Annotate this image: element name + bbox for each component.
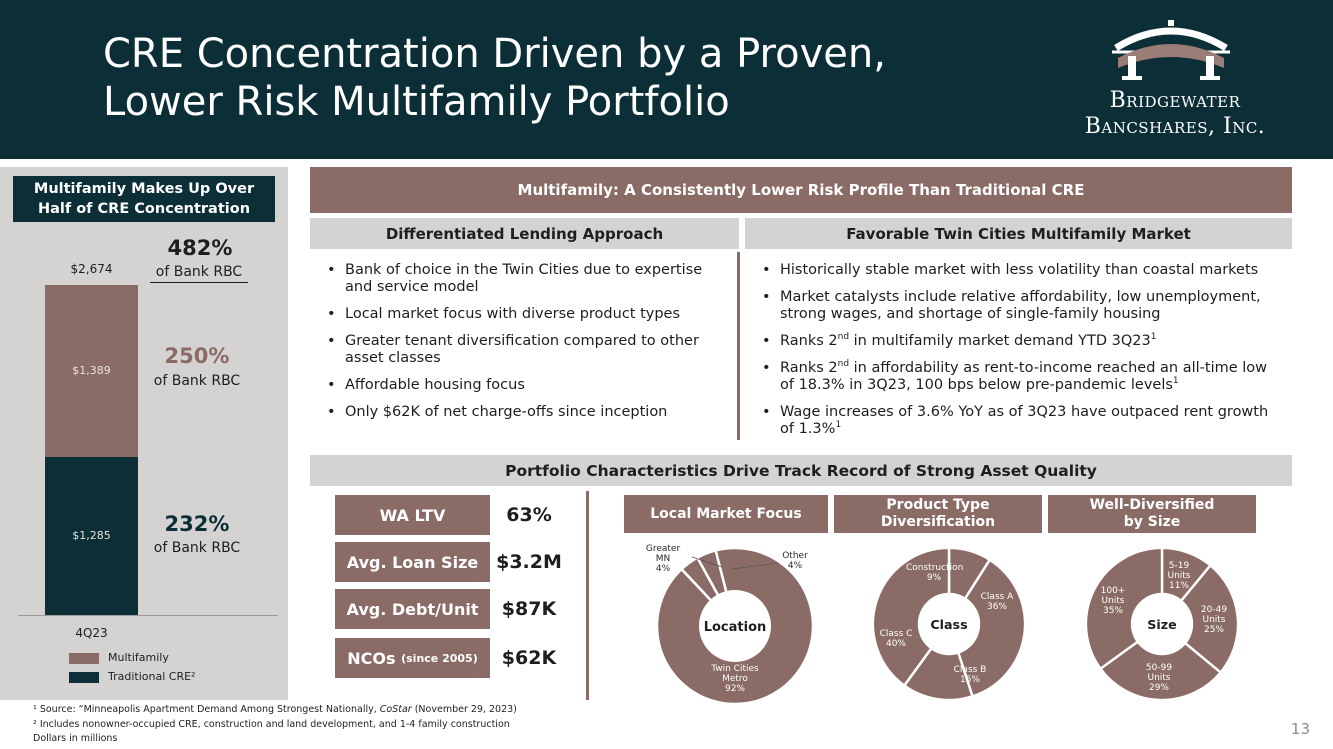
- multifamily-pct: 250%: [164, 344, 230, 368]
- legend-multifamily-label: Multifamily: [108, 651, 169, 664]
- left-title-line-2: Half of CRE Concentration: [37, 201, 251, 217]
- logo-line-1: Bridgewater: [1109, 88, 1241, 113]
- bar-category-label: 4Q23: [75, 626, 108, 640]
- slice-label-20-49: 20-49 Units 25%: [1200, 605, 1228, 635]
- multifamily-banner: Multifamily: A Consistently Lower Risk P…: [310, 167, 1292, 213]
- size-donut-chart: Size: [1084, 546, 1240, 702]
- market-bullet-4: Ranks 2nd in affordability as rent-to-in…: [762, 360, 1278, 394]
- title-line-2: Lower Risk Multifamily Portfolio: [103, 79, 730, 125]
- traditional-sub: of Bank RBC: [153, 540, 241, 556]
- traditional-pct: 232%: [164, 512, 230, 536]
- market-bullet-5: Wage increases of 3.6% YoY as of 3Q23 ha…: [762, 404, 1278, 438]
- metric-debt-unit-label: Avg. Debt/Unit: [335, 589, 490, 629]
- left-panel-title: Multifamily Makes Up Over Half of CRE Co…: [13, 176, 275, 222]
- donut-slice-100-units: [1084, 546, 1164, 671]
- page-number: 13: [1290, 720, 1310, 738]
- header-bar: [0, 0, 1333, 159]
- footnote-1: ¹ Source: “Minneapolis Apartment Demand …: [33, 704, 517, 715]
- donut-slice-class-c: [871, 546, 951, 688]
- lending-bullet-2: Local market focus with diverse product …: [327, 306, 719, 323]
- market-heading: Favorable Twin Cities Multifamily Market: [745, 218, 1292, 249]
- lending-bullet-1: Bank of choice in the Twin Cities due to…: [327, 262, 719, 296]
- donut-slice-50-99-units: [1098, 622, 1223, 702]
- left-title-line-1: Multifamily Makes Up Over: [33, 181, 255, 197]
- metrics-divider: [586, 491, 589, 700]
- size-donut-hole: [1130, 592, 1194, 656]
- metric-loan-size-label: Avg. Loan Size: [335, 542, 490, 582]
- metric-nco-value: $62K: [501, 647, 557, 669]
- title-line-1: CRE Concentration Driven by a Proven,: [103, 31, 886, 77]
- bar-traditional-label: $1,285: [72, 529, 111, 542]
- bar-multifamily-label: $1,389: [72, 364, 111, 377]
- metric-debt-unit-value: $87K: [501, 598, 557, 620]
- market-bullet-3: Ranks 2nd in multifamily market demand Y…: [762, 333, 1278, 350]
- bar-axis-line: [18, 615, 278, 616]
- company-logo-text: Bridgewater Bancshares, Inc.: [1040, 88, 1310, 140]
- market-bullet-1: Historically stable market with less vol…: [762, 262, 1278, 279]
- market-bullet-2: Market catalysts include relative afford…: [762, 289, 1278, 323]
- footnote-3: Dollars in millions: [33, 733, 118, 744]
- total-pct: 482%: [167, 236, 233, 260]
- slice-label-construction: Construction 9%: [906, 563, 964, 583]
- chart-head-location: Local Market Focus: [624, 495, 828, 533]
- market-bullets: Historically stable market with less vol…: [762, 262, 1278, 448]
- bar-traditional: [45, 457, 138, 615]
- legend-multifamily-swatch: [69, 653, 99, 664]
- section-divider: [737, 252, 740, 440]
- footnote-2: ² Includes nonowner-occupied CRE, constr…: [33, 719, 510, 730]
- legend-traditional-label: Traditional CRE²: [108, 670, 196, 683]
- donut-slice-class-b: [902, 621, 975, 702]
- slice-label-class-a: Class A 36%: [980, 592, 1014, 612]
- size-center-label: Size: [1147, 617, 1176, 632]
- donut-slice-class-a: [947, 558, 1027, 698]
- location-center-label: Location: [704, 620, 767, 635]
- slice-label-100-plus: 100+ Units 35%: [1100, 586, 1126, 616]
- bar-multifamily: [45, 285, 138, 457]
- multifamily-sub: of Bank RBC: [153, 373, 241, 389]
- portfolio-banner: Portfolio Characteristics Drive Track Re…: [310, 455, 1292, 486]
- page-title: CRE Concentration Driven by a Proven, Lo…: [103, 30, 1003, 126]
- class-center-label: Class: [930, 617, 967, 632]
- chart-head-size: Well-Diversified by Size: [1048, 495, 1256, 533]
- logo-line-2: Bancshares, Inc.: [1084, 114, 1266, 139]
- metric-loan-size-value: $3.2M: [496, 551, 562, 573]
- lending-bullet-3: Greater tenant diversification compared …: [327, 333, 719, 367]
- donut-slice-20-49-units: [1160, 563, 1240, 675]
- total-sub: of Bank RBC: [150, 264, 248, 283]
- lending-bullet-5: Only $62K of net charge-offs since incep…: [327, 404, 719, 421]
- slice-leader-lines: [691, 556, 779, 570]
- bar-total-label: $2,674: [70, 262, 113, 276]
- class-donut-hole: [917, 592, 981, 656]
- metric-nco-label: NCOs (since 2005): [335, 638, 490, 678]
- slice-label-greater-mn: Greater MN 4%: [645, 544, 681, 574]
- slice-label-50-99: 50-99 Units 29%: [1145, 663, 1173, 693]
- metric-ltv-label: WA LTV: [335, 495, 490, 535]
- slice-label-class-c: Class C 40%: [879, 629, 913, 649]
- legend-traditional-swatch: [69, 672, 99, 683]
- location-donut-hole: [699, 590, 771, 662]
- location-donut-chart: Location: [655, 546, 815, 706]
- chart-head-class: Product Type Diversification: [834, 495, 1042, 533]
- lending-heading: Differentiated Lending Approach: [310, 218, 739, 249]
- lending-bullet-4: Affordable housing focus: [327, 377, 719, 394]
- class-donut-chart: Class: [871, 546, 1027, 702]
- metric-ltv-value: 63%: [506, 504, 552, 526]
- slice-label-other: Other 4%: [782, 551, 808, 571]
- slice-label-5-19: 5-19 Units 11%: [1167, 561, 1191, 591]
- lending-bullets: Bank of choice in the Twin Cities due to…: [327, 262, 719, 431]
- slice-label-twin-cities: Twin Cities Metro 92%: [711, 664, 759, 694]
- bridge-logo-icon: [1112, 20, 1230, 80]
- slice-label-class-b: Class B 15%: [953, 665, 987, 685]
